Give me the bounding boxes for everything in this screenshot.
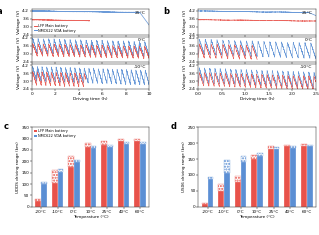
Bar [68,167,74,207]
Bar [74,162,80,207]
Text: 0°C: 0°C [304,38,312,42]
Y-axis label: US06 driving range (km): US06 driving range (km) [182,142,186,192]
Y-axis label: UDDS driving range (km): UDDS driving range (km) [16,141,20,193]
Bar [57,169,63,172]
Bar [268,146,274,149]
Bar [301,146,307,207]
Bar [301,144,307,146]
Bar [290,148,296,207]
Bar [140,144,146,207]
Text: -10°C: -10°C [133,65,146,69]
Legend: LFP Main battery, NMC622 VDA battery: LFP Main battery, NMC622 VDA battery [33,24,77,33]
Bar [52,170,57,183]
Bar [235,182,241,207]
Bar [134,141,140,207]
Bar [202,204,208,207]
Bar [57,172,63,207]
Bar [107,147,113,207]
Text: b: b [163,7,169,16]
Bar [224,173,230,207]
Bar [208,179,213,207]
Text: -10°C: -10°C [300,65,312,69]
Bar [118,139,123,141]
Y-axis label: Voltage (V): Voltage (V) [17,37,21,61]
Bar [268,149,274,207]
Bar [218,191,224,207]
Bar [35,199,41,201]
X-axis label: Temperature (°C): Temperature (°C) [239,215,275,219]
Bar [285,146,290,207]
Bar [101,145,107,207]
Text: 25°C: 25°C [135,11,146,15]
Text: 0°C: 0°C [138,38,146,42]
Bar [140,142,146,144]
Bar [285,145,290,146]
Bar [41,182,47,184]
Bar [307,145,313,146]
Legend: LFP Main battery, NMC622 VDA battery: LFP Main battery, NMC622 VDA battery [33,129,76,138]
Text: a: a [0,7,2,16]
Bar [241,162,246,207]
Bar [52,183,57,207]
Bar [35,201,41,207]
X-axis label: Temperature (°C): Temperature (°C) [73,215,108,219]
Bar [202,203,208,204]
Bar [235,176,241,182]
Bar [274,147,279,149]
Bar [101,141,107,145]
Y-axis label: Voltage (V): Voltage (V) [17,64,21,89]
Bar [224,160,230,173]
Bar [91,146,96,148]
Bar [274,149,279,207]
Bar [257,153,263,156]
Bar [123,142,130,144]
Bar [74,160,80,162]
Bar [218,184,224,191]
Bar [251,155,257,159]
Bar [251,159,257,207]
Bar [118,141,123,207]
Bar [85,143,91,147]
Bar [91,148,96,207]
Bar [134,139,140,141]
Bar [257,156,263,207]
Bar [85,147,91,207]
X-axis label: Driving time (h): Driving time (h) [73,97,108,101]
Bar [208,177,213,179]
X-axis label: Driving time (h): Driving time (h) [240,97,274,101]
Text: d: d [170,122,176,131]
Text: c: c [4,122,9,131]
Y-axis label: Voltage (V): Voltage (V) [17,10,21,34]
Bar [241,157,246,162]
Bar [41,184,47,207]
Bar [307,146,313,207]
Bar [290,146,296,148]
Y-axis label: Voltage (V): Voltage (V) [183,64,188,89]
Y-axis label: Voltage (V): Voltage (V) [183,10,188,34]
Bar [107,145,113,147]
Text: 25°C: 25°C [301,11,312,15]
Bar [68,156,74,167]
Bar [123,144,130,207]
Y-axis label: Voltage (V): Voltage (V) [183,37,188,61]
